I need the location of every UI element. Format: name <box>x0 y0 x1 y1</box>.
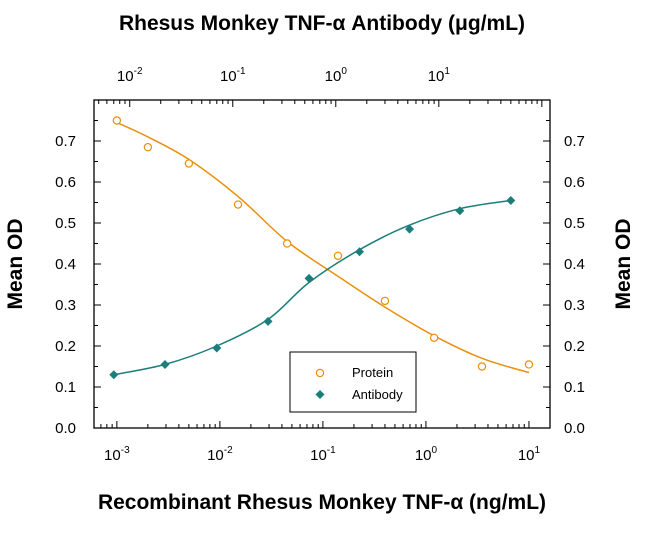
protein-point <box>282 239 292 248</box>
antibody-point <box>304 273 314 283</box>
x-top-tick-label: 100 <box>325 66 348 85</box>
y-right-tick-label: 0.4 <box>564 256 585 273</box>
protein-point <box>233 200 243 209</box>
antibody-point <box>355 247 365 257</box>
antibody-point <box>506 195 516 205</box>
x-top-tick-label: 10-2 <box>117 66 143 85</box>
y-left-tick-label: 0.6 <box>55 174 76 191</box>
y-right-tick-label: 0.5 <box>564 215 585 232</box>
y-left-tick-label: 0.4 <box>55 256 76 273</box>
antibody-point <box>212 343 222 353</box>
y-right-tick-label: 0.1 <box>564 379 585 396</box>
legend-antibody-marker <box>315 390 325 399</box>
protein-point <box>112 116 122 125</box>
protein-point <box>333 251 343 260</box>
protein-point <box>184 159 194 168</box>
ticks-layer: 10-3 10-2 10-1 100 101 10-2 10-1 100 101 0.0 0.0 0.… <box>55 66 585 464</box>
y-left-tick-label: 0.2 <box>55 338 76 355</box>
left-axis-title: Mean OD <box>4 218 27 309</box>
antibody-fit-line <box>113 199 511 376</box>
y-left-tick-label: 0.1 <box>55 379 76 396</box>
y-right-tick-label: 0.2 <box>564 338 585 355</box>
x-bottom-tick-label: 10-3 <box>104 445 130 464</box>
y-left-tick-label: 0.3 <box>55 297 76 314</box>
protein-point <box>524 360 534 369</box>
x-bottom-tick-label: 10-1 <box>310 445 336 464</box>
fit-layer <box>113 121 530 376</box>
legend-box <box>289 351 417 413</box>
protein-point <box>429 333 439 342</box>
legend-protein-label: Protein <box>352 365 393 380</box>
y-right-tick-label: 0.0 <box>564 420 585 437</box>
x-bottom-tick-label: 100 <box>415 445 438 464</box>
marks-layer <box>109 116 534 380</box>
x-top-tick-label: 101 <box>428 66 451 85</box>
protein-point <box>143 142 153 152</box>
y-right-tick-label: 0.7 <box>564 133 585 150</box>
y-right-tick-label: 0.6 <box>564 174 585 191</box>
legend: Protein Antibody <box>289 351 417 413</box>
protein-point <box>380 296 390 306</box>
antibody-point <box>263 316 273 326</box>
y-left-tick-label: 0.7 <box>55 133 76 150</box>
y-left-tick-label: 0.5 <box>55 215 76 232</box>
top-axis-title: Rhesus Monkey TNF-α Antibody (μg/mL) <box>119 12 525 35</box>
antibody-point <box>109 370 119 380</box>
right-axis-title: Mean OD <box>612 218 635 309</box>
protein-fit-line <box>116 121 530 374</box>
antibody-point <box>160 359 170 369</box>
bottom-axis-title: Recombinant Rhesus Monkey TNF-α (ng/mL) <box>98 491 546 514</box>
legend-antibody-label: Antibody <box>352 387 403 402</box>
x-bottom-tick-label: 101 <box>518 445 541 464</box>
x-bottom-tick-label: 10-2 <box>207 445 233 464</box>
y-right-tick-label: 0.3 <box>564 297 585 314</box>
protein-point <box>477 362 487 371</box>
antibody-point <box>405 224 415 234</box>
legend-protein-marker <box>315 368 325 378</box>
x-top-tick-label: 10-1 <box>220 66 246 85</box>
y-left-tick-label: 0.0 <box>55 420 76 437</box>
antibody-point <box>455 206 465 216</box>
